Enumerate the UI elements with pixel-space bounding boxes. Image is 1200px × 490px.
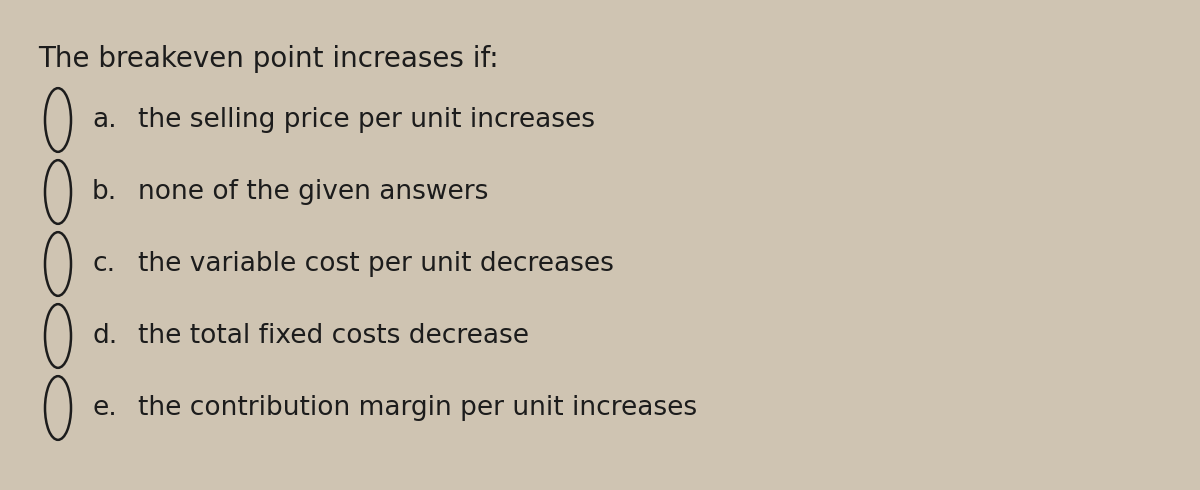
- Text: the selling price per unit increases: the selling price per unit increases: [138, 107, 595, 133]
- Text: none of the given answers: none of the given answers: [138, 179, 488, 205]
- Text: the variable cost per unit decreases: the variable cost per unit decreases: [138, 251, 614, 277]
- Text: c.: c.: [92, 251, 115, 277]
- Text: d.: d.: [92, 323, 118, 349]
- Text: e.: e.: [92, 395, 116, 421]
- Text: the contribution margin per unit increases: the contribution margin per unit increas…: [138, 395, 697, 421]
- Text: a.: a.: [92, 107, 116, 133]
- Text: b.: b.: [92, 179, 118, 205]
- Text: The breakeven point increases if:: The breakeven point increases if:: [38, 45, 499, 73]
- Text: the total fixed costs decrease: the total fixed costs decrease: [138, 323, 529, 349]
